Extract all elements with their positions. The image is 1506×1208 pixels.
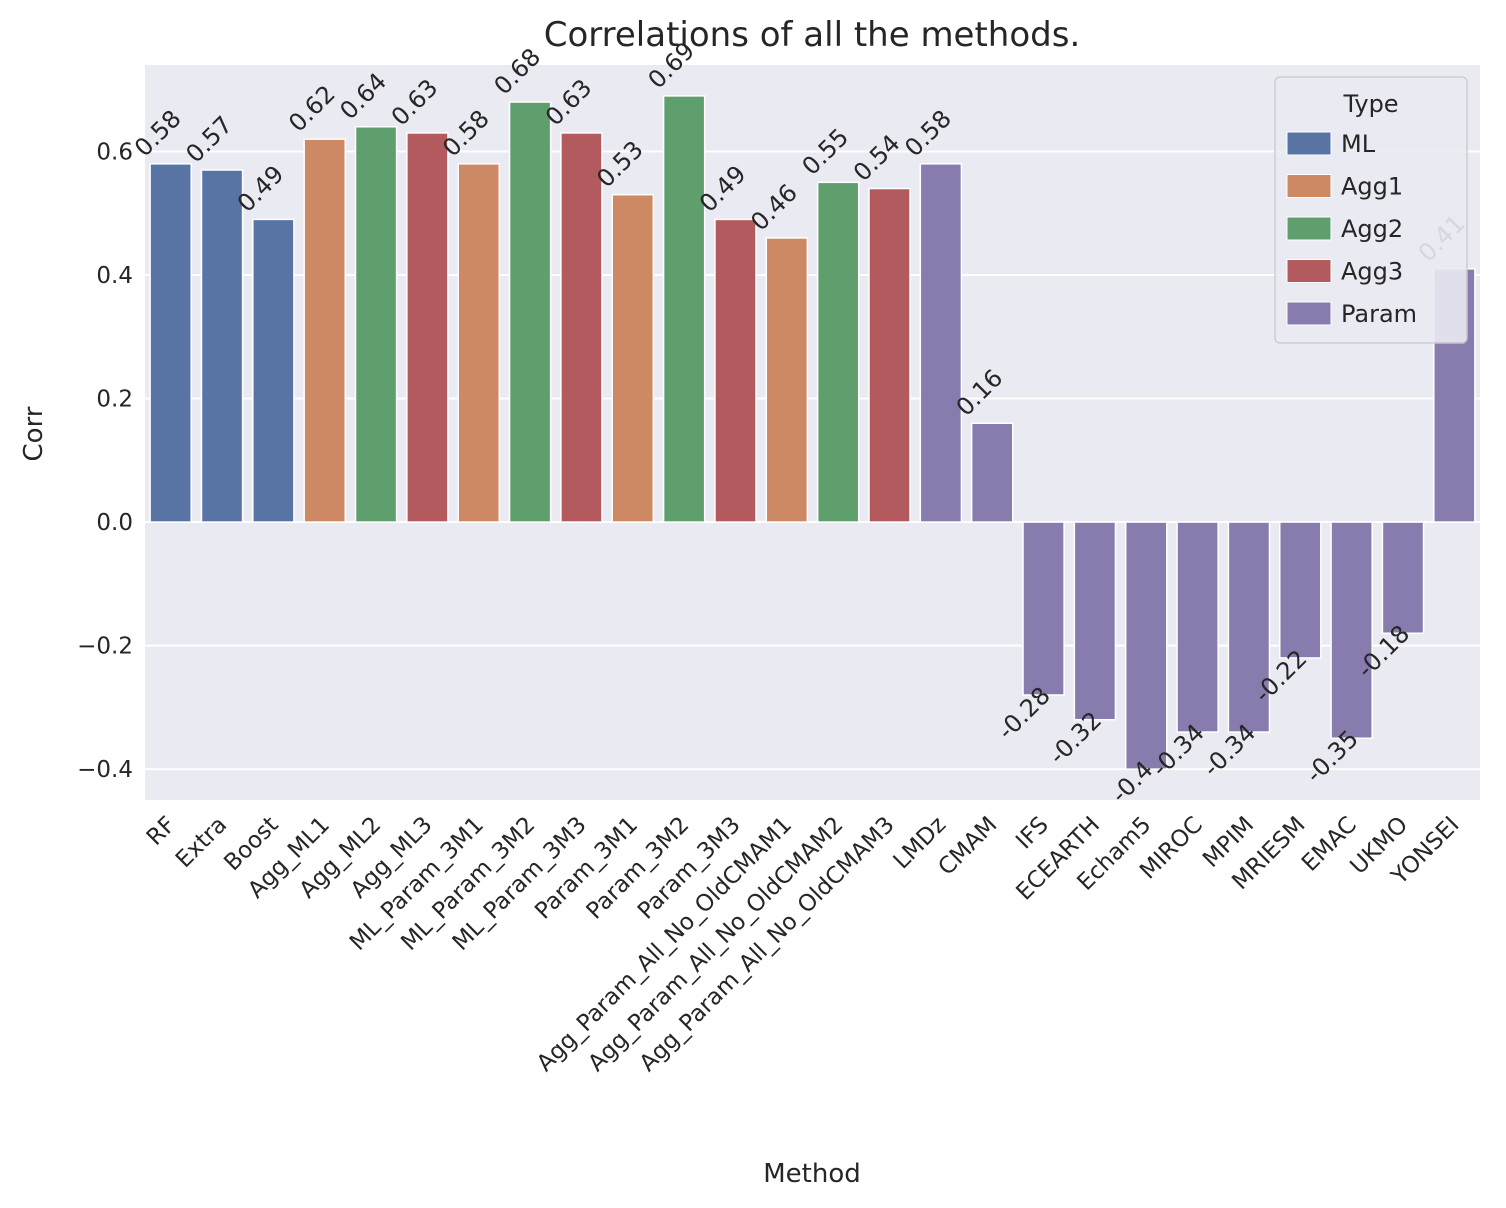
x-axis-ticks: RFExtraBoostAgg_ML1Agg_ML2Agg_ML3ML_Para… [142,812,1465,1077]
bar [1381,521,1425,634]
legend-label: Param [1341,300,1417,328]
y-axis-label: Corr [19,406,49,461]
bar [252,218,295,523]
bar [1227,521,1271,733]
bar [406,132,449,523]
x-tick-label: Extra [171,812,232,873]
bar [662,95,706,523]
legend-swatch [1286,131,1332,156]
y-tick-label: −0.4 [77,757,133,783]
chart-title: Correlations of all the methods. [544,15,1081,55]
bar [200,169,244,523]
bar [611,193,655,523]
legend-entries: ML Agg1 Agg2 Agg3 Param [1286,130,1417,328]
legend-title: Type [1342,90,1398,118]
y-tick-label: 0.6 [96,139,133,165]
bar [1124,521,1168,770]
legend-label: Agg2 [1341,215,1403,243]
legend-swatch [1286,174,1332,198]
bar [508,101,552,523]
bar [816,181,860,523]
bar [919,163,963,523]
x-tick-label: CMAM [934,812,1003,881]
bar [714,218,757,523]
bar [303,138,346,523]
bar [1073,521,1117,721]
y-tick-label: 0.2 [96,387,133,413]
legend-label: Agg1 [1341,173,1403,201]
y-tick-label: −0.2 [77,634,133,660]
legend-label: ML [1341,130,1376,158]
legend: Type ML Agg1 Agg2 Agg3 Param [1274,76,1468,344]
y-tick-label: 0.0 [96,510,133,536]
y-tick-label: 0.4 [96,263,133,289]
bar [868,187,911,523]
bar [1176,521,1219,733]
bar [1330,521,1373,739]
x-tick-label: IFS [1011,812,1054,855]
x-axis-label: Method [763,1159,861,1189]
bar [354,126,398,523]
legend-swatch [1286,301,1332,326]
bar [1022,521,1065,696]
bar [1279,521,1322,659]
bars [149,95,1476,770]
bar [765,237,809,523]
bar [149,163,192,523]
bar [970,422,1014,523]
y-axis-ticks: −0.4 −0.2 0.0 0.2 0.4 0.6 [77,139,133,783]
bar [457,163,501,523]
legend-swatch [1286,259,1332,283]
legend-label: Agg3 [1341,258,1403,286]
bar [560,132,603,523]
legend-swatch [1286,216,1332,241]
x-tick-label: RF [142,812,181,851]
